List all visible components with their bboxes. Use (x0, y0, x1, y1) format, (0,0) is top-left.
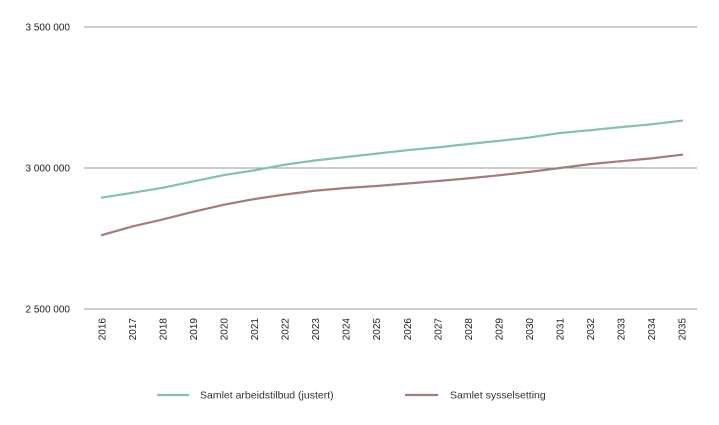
series-lines (100, 119, 684, 237)
data-point (100, 196, 104, 199)
data-point (253, 197, 256, 201)
gridlines (84, 26, 697, 310)
x-tick-label: 2033 (616, 318, 627, 341)
data-point (253, 169, 256, 172)
data-point (497, 174, 500, 177)
data-point (467, 177, 470, 180)
x-tick-label: 2028 (464, 318, 475, 341)
x-tick-label: 2020 (220, 318, 231, 341)
x-tick-label: 2034 (647, 318, 658, 341)
y-tick-label: 2 500 000 (26, 305, 71, 316)
data-point (161, 218, 165, 221)
legend: Samlet arbeidstilbud (justert) Samlet sys… (157, 390, 546, 402)
data-point (161, 186, 165, 189)
x-tick-label: 2025 (372, 318, 383, 341)
data-point (558, 166, 561, 170)
x-tick-label: 2019 (189, 318, 200, 341)
data-point (131, 191, 134, 194)
y-tick-label: 3 000 000 (26, 164, 71, 175)
y-tick-label: 3 500 000 (26, 23, 71, 34)
x-tick-label: 2032 (586, 318, 597, 341)
legend-label: Samlet arbeidstilbud (justert) (200, 390, 334, 402)
data-point (436, 179, 439, 183)
y-axis-tick-labels: 2 500 000 3 000 000 3 500 000 (26, 23, 71, 316)
data-point (680, 153, 684, 156)
data-point (192, 210, 195, 213)
x-tick-label: 2030 (525, 318, 536, 341)
data-point (680, 119, 684, 122)
x-tick-label: 2031 (555, 318, 566, 341)
x-tick-label: 2029 (494, 318, 505, 341)
x-tick-label: 2027 (433, 318, 444, 341)
x-axis-tick-labels: 2016 2017 2018 2019 2020 2021 2022 2023 2024 2025… (98, 318, 689, 341)
data-point (406, 149, 409, 152)
data-point (619, 126, 623, 129)
x-tick-label: 2026 (403, 318, 414, 341)
data-point (100, 234, 104, 237)
data-point (589, 129, 592, 132)
x-tick-label: 2017 (128, 318, 139, 341)
x-tick-label: 2035 (678, 318, 689, 341)
data-point (650, 123, 653, 126)
data-point (467, 142, 470, 146)
data-point (223, 173, 226, 177)
data-point (619, 160, 623, 163)
data-point (314, 159, 317, 162)
data-point (223, 203, 226, 206)
x-tick-label: 2021 (250, 318, 261, 341)
data-point (131, 225, 134, 228)
x-tick-label: 2018 (159, 318, 170, 341)
series-line-1 (100, 119, 684, 199)
data-point (528, 170, 531, 174)
data-point (650, 157, 653, 160)
data-point (284, 193, 287, 196)
x-tick-label: 2016 (98, 318, 109, 341)
data-point (497, 139, 500, 143)
x-tick-label: 2022 (281, 318, 292, 341)
x-tick-label: 2023 (311, 318, 322, 341)
data-point (406, 182, 409, 185)
x-tick-label: 2024 (342, 318, 353, 341)
data-point (345, 186, 348, 190)
data-point (314, 189, 317, 192)
data-point (436, 146, 439, 149)
data-point (558, 131, 561, 135)
series-line-2 (100, 153, 684, 237)
data-point (375, 184, 378, 188)
data-point (284, 163, 287, 166)
data-point (375, 152, 378, 155)
data-point (528, 136, 531, 139)
data-point (589, 162, 592, 166)
data-point (192, 180, 195, 183)
data-point (345, 155, 348, 159)
legend-label: Samlet sysselsetting (450, 390, 546, 402)
